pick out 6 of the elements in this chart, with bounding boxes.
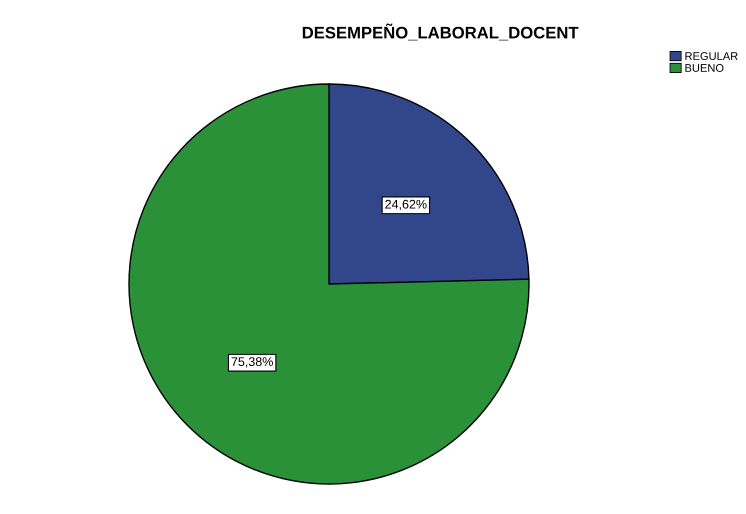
data-label: 75,38%: [232, 357, 273, 368]
chart-title: DESEMPEÑO_LABORAL_DOCENT: [302, 24, 578, 40]
legend-label: REGULAR: [685, 52, 738, 60]
pie-slice: [128, 83, 530, 485]
data-label: 24,62%: [385, 200, 427, 210]
legend-label: BUENO: [685, 64, 724, 72]
